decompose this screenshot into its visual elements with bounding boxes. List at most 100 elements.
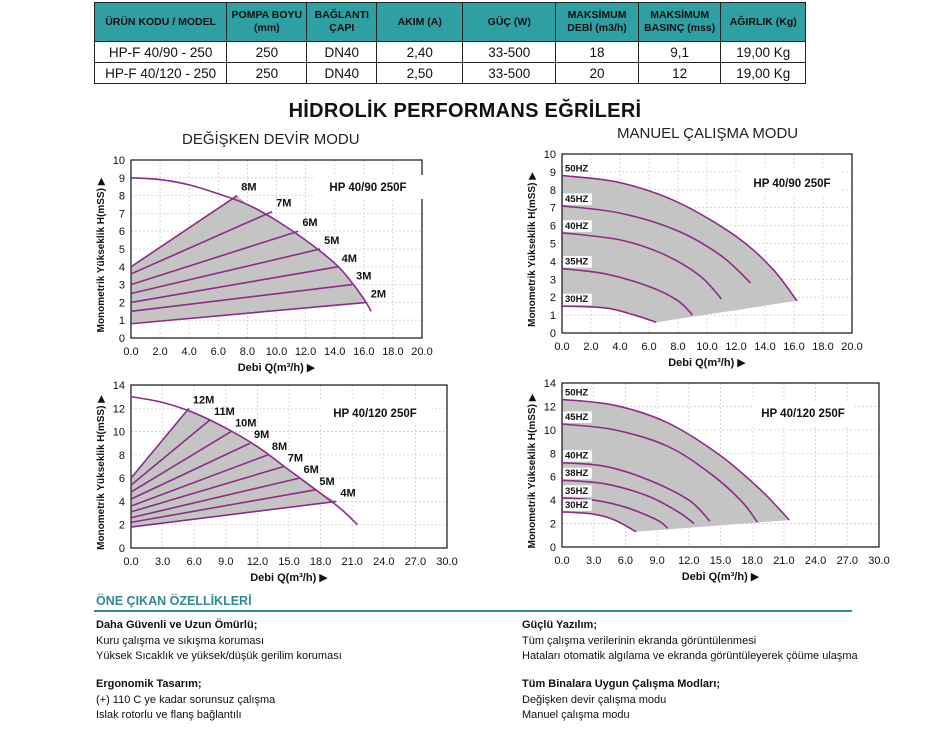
col-header-weight: AĞIRLIK (Kg) (720, 2, 806, 42)
series-label: 5M (319, 476, 334, 488)
series-label: 4M (342, 253, 357, 265)
shaded-operating-area (562, 175, 797, 323)
table-cell: HP-F 40/120 - 250 (93, 62, 228, 84)
x-tick-label: 10.0 (266, 346, 287, 358)
plot-frame (130, 159, 423, 339)
series-label-bg (563, 193, 592, 205)
series-line-6m (130, 230, 299, 286)
page-title: HİDROLİK PERFORMANS EĞRİLERİ (288, 100, 642, 122)
y-tick-label: 2 (119, 297, 125, 309)
series-line-8m (130, 454, 269, 507)
series-label: 45HZ (565, 412, 588, 423)
series-label: 35HZ (565, 257, 588, 268)
mode-title-variable-speed: DEĞİŞKEN DEVİR MODU (182, 131, 360, 148)
series-line-2m (130, 301, 367, 325)
x-tick-label: 15.0 (710, 555, 731, 567)
y-tick-label: 14 (113, 380, 125, 392)
table-cell: 2,50 (376, 62, 464, 84)
feature-line: (+) 110 C ye kadar sorunsuz çalışma (96, 693, 276, 706)
x-tick-label: 21.0 (773, 555, 794, 567)
x-axis-label: Debi Q(m³/h) ▶ (668, 357, 746, 369)
table-row: HP-F 40/120 - 250 250 DN40 2,50 33-500 2… (93, 62, 806, 84)
chart-title-bg (752, 401, 854, 425)
col-header-power: GÜÇ (W) (462, 2, 557, 42)
x-tick-label: 30.0 (436, 556, 457, 568)
series-label: 50HZ (565, 163, 588, 174)
x-tick-label: 9.0 (218, 556, 233, 568)
chart-title: HP 40/90 250F (753, 178, 830, 190)
feature-heading: Güçlü Yazılım; (522, 619, 597, 631)
series-label-bg (563, 450, 592, 462)
series-label-bg (563, 467, 592, 480)
x-tick-label: 21.0 (341, 556, 362, 568)
series-line-38hz (561, 479, 695, 525)
series-line-5m (130, 248, 321, 295)
table-cell: 19,00 Kg (720, 62, 806, 84)
y-tick-label: 12 (113, 403, 125, 415)
y-tick-label: 14 (544, 378, 556, 390)
shaded-operating-area (562, 399, 790, 532)
series-line-45hz (561, 423, 759, 523)
x-tick-label: 4.0 (182, 346, 197, 358)
x-tick-label: 18.0 (741, 555, 762, 567)
x-tick-label: 2.0 (583, 341, 598, 353)
series-line-7m (130, 210, 273, 275)
series-line-45hz (561, 205, 752, 284)
series-line-5m (130, 488, 316, 524)
series-line-12m (130, 407, 190, 479)
plot-frame (130, 384, 448, 549)
y-tick-label: 8 (119, 191, 125, 203)
feature-heading: Ergonomik Tasarım; (96, 678, 202, 690)
feature-block-ergonomic: Ergonomik Tasarım; (+) 110 C ye kadar so… (96, 677, 275, 724)
x-tick-label: 9.0 (649, 555, 664, 567)
series-label: 8M (272, 441, 287, 453)
series-label: 6M (302, 217, 317, 229)
max-speed-curve (130, 177, 372, 312)
x-tick-label: 16.0 (353, 346, 374, 358)
x-tick-label: 24.0 (373, 556, 394, 568)
series-label: 7M (276, 198, 291, 210)
x-tick-label: 24.0 (805, 555, 826, 567)
feature-line: Yüksek Sıcaklık ve yüksek/düşük gerilim … (96, 650, 342, 662)
x-tick-label: 0.0 (554, 341, 569, 353)
y-tick-label: 7 (550, 203, 556, 215)
x-tick-label: 12.0 (725, 341, 746, 353)
series-label: 3M (356, 271, 371, 283)
col-header-model: ÜRÜN KODU / MODEL (93, 2, 228, 42)
y-tick-label: 0 (550, 542, 556, 554)
col-header-max-flow: MAKSİMUM DEBİ (m3/h) (555, 2, 639, 42)
x-axis-label: Debi Q(m³/h) ▶ (238, 362, 316, 374)
series-label: 5M (324, 235, 339, 247)
table-cell: 20 (555, 62, 639, 84)
y-tick-label: 10 (113, 427, 125, 439)
x-tick-label: 8.0 (670, 341, 685, 353)
col-header-max-pressure: MAKSİMUM BASINÇ (mss) (637, 2, 722, 42)
y-tick-label: 1 (119, 315, 125, 327)
series-line-40hz (561, 232, 723, 300)
series-line-3m (130, 283, 353, 313)
series-label: 7M (288, 453, 303, 465)
max-speed-curve (130, 395, 359, 526)
x-axis-label: Debi Q(m³/h) ▶ (250, 572, 328, 584)
y-tick-label: 1 (550, 310, 556, 322)
series-label: 30HZ (565, 500, 588, 511)
x-tick-label: 6.0 (618, 555, 633, 567)
col-header-current: AKIM (A) (376, 2, 464, 42)
y-tick-label: 9 (119, 173, 125, 185)
chart-title: HP 40/120 250F (761, 408, 845, 420)
features-divider (94, 610, 852, 612)
y-tick-label: 4 (550, 256, 556, 268)
series-label-bg (563, 162, 592, 175)
spec-table-header-row: ÜRÜN KODU / MODEL POMPA BOYU (mm) BAĞLAN… (93, 2, 806, 42)
series-label-bg (563, 293, 592, 306)
y-axis-label: Monometrik Yükseklik H(mSS) ▶ (96, 177, 107, 332)
series-line-10m (130, 430, 232, 493)
feature-line: Tüm çalışma verilerinin ekranda görüntül… (522, 634, 757, 647)
series-label-bg (563, 256, 592, 268)
x-tick-label: 12.0 (247, 556, 268, 568)
feature-line: Islak rotorlu ve flanş bağlantılı (96, 709, 242, 721)
series-label: 8M (241, 182, 256, 194)
y-axis-label: Monometrik Yükseklik H(mSS) ▶ (527, 172, 538, 327)
